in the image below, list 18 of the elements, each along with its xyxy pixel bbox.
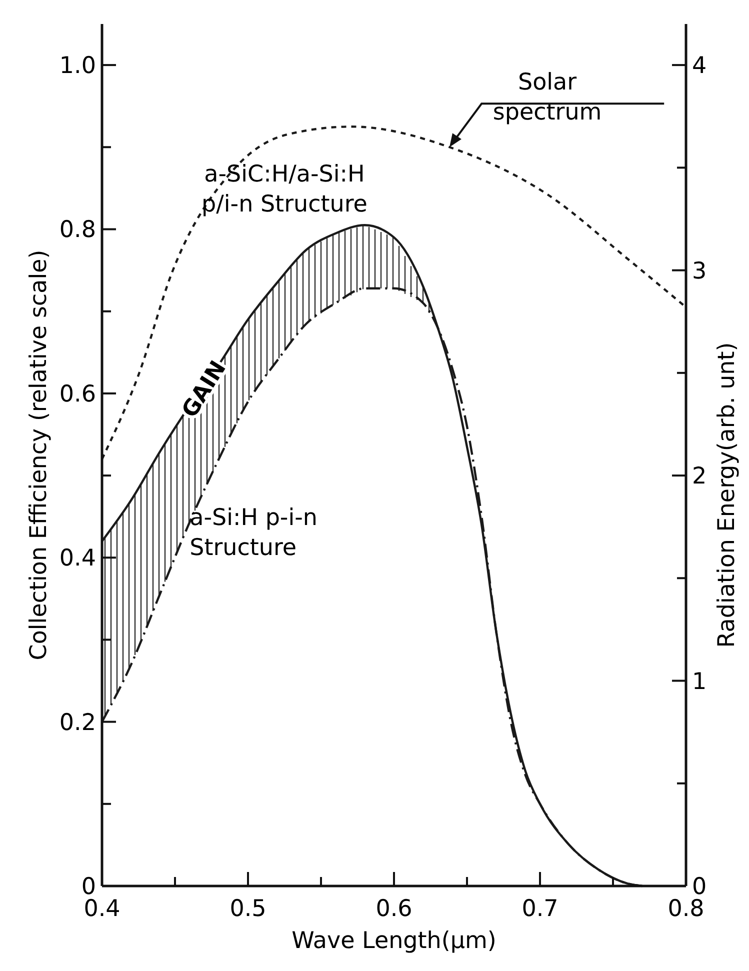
y2-tick-label: 1 — [692, 668, 707, 695]
y-tick-label: 0.4 — [59, 546, 96, 572]
y2-axis-title: Radiation Energy(arb. unt) — [714, 342, 740, 648]
series-label: a-Si:H p-i-n Structure — [190, 504, 318, 561]
y-axis-title: Collection Efficiency (relative scale) — [26, 250, 52, 660]
y2-tick-label: 2 — [692, 464, 707, 490]
series-label: a-SiC:H/a-Si:H p/i-n Structure — [202, 162, 368, 218]
y-tick-label: 0.6 — [59, 381, 96, 408]
y-tick-label: 1.0 — [59, 53, 96, 80]
y-tick-label: 0.8 — [59, 217, 96, 244]
y2-tick-label: 3 — [692, 258, 707, 284]
y2-tick-label: 4 — [692, 53, 707, 80]
y-tick-label: 0.2 — [59, 710, 96, 736]
series-label: Solar spectrum — [492, 70, 602, 126]
x-tick-label: 0.6 — [376, 896, 412, 922]
x-axis-title: Wave Length(μm) — [292, 928, 496, 954]
x-tick-label: 0.5 — [230, 896, 266, 922]
x-tick-label: 0.7 — [522, 896, 558, 922]
